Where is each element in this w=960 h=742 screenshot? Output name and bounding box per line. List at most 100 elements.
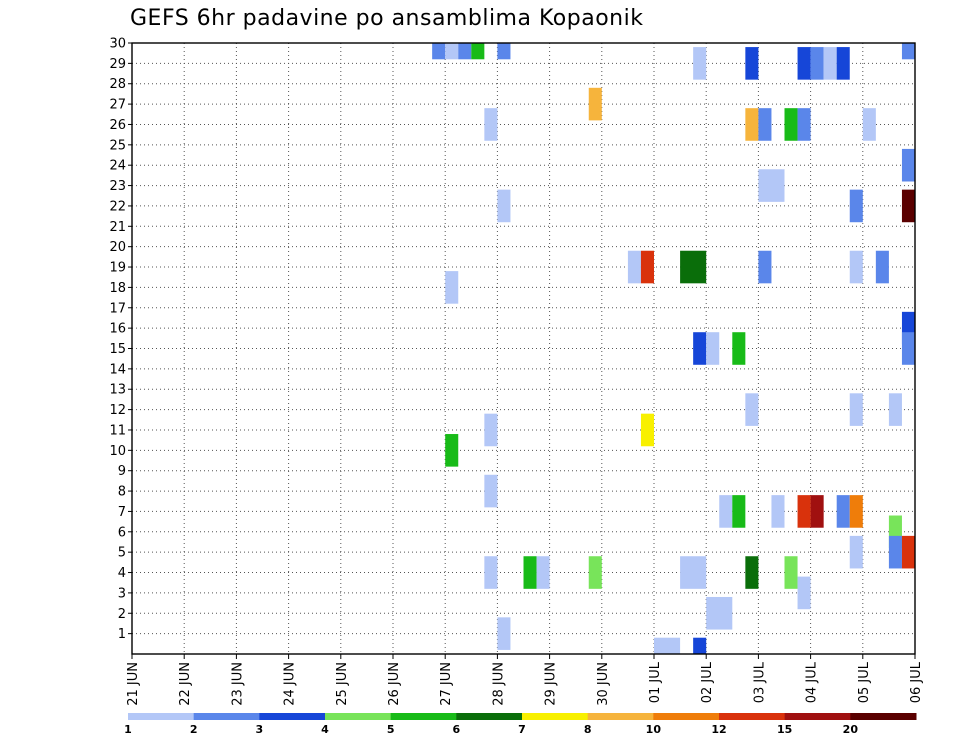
x-tick-label: 25 JUN xyxy=(335,662,350,706)
heatmap-cell xyxy=(536,556,550,589)
heatmap-cell xyxy=(758,250,772,284)
heatmap-cell xyxy=(627,250,641,284)
y-tick-label: 29 xyxy=(109,57,126,72)
heatmap-cell xyxy=(810,495,824,528)
heatmap-cell xyxy=(497,43,511,60)
colorbar-label: 3 xyxy=(256,723,264,736)
y-tick-label: 2 xyxy=(118,607,126,622)
heatmap-cell xyxy=(823,47,837,80)
heatmap-cell xyxy=(445,434,459,467)
heatmap-cell xyxy=(732,495,746,528)
y-tick-label: 8 xyxy=(118,485,126,500)
y-tick-label: 9 xyxy=(118,464,126,479)
heatmap-cell xyxy=(640,250,654,284)
heatmap-cell xyxy=(849,393,863,426)
heatmap-cell xyxy=(849,495,863,528)
heatmap-cell xyxy=(693,332,707,365)
heatmap-cell xyxy=(810,47,824,80)
colorbar-swatch xyxy=(850,713,917,720)
heatmap-cell xyxy=(888,535,902,569)
y-tick-label: 15 xyxy=(109,342,126,357)
colorbar-swatch xyxy=(259,713,326,720)
heatmap-cell xyxy=(523,556,537,589)
y-tick-label: 25 xyxy=(109,138,126,153)
heatmap-cell xyxy=(745,393,759,426)
heatmap-cell xyxy=(797,47,811,80)
heatmap-cell xyxy=(784,108,798,141)
chart-title: GEFS 6hr padavine po ansamblima Kopaonik xyxy=(130,6,644,31)
heatmap-cells xyxy=(432,43,915,654)
x-tick-label: 30 JUN xyxy=(596,662,611,706)
heatmap-cell xyxy=(706,332,720,365)
heatmap-cell xyxy=(901,148,915,182)
colorbar-label: 15 xyxy=(777,723,792,736)
y-tick-label: 23 xyxy=(109,179,126,194)
y-tick-label: 20 xyxy=(109,240,126,255)
heatmap-cell xyxy=(771,495,785,528)
heatmap-cell xyxy=(797,108,811,141)
x-tick-label: 02 JUL xyxy=(700,661,715,703)
x-tick-label: 06 JUL xyxy=(909,661,924,703)
heatmap-cell xyxy=(693,47,707,80)
heatmap-cell xyxy=(758,169,785,202)
colorbar-label: 7 xyxy=(518,723,526,736)
x-tick-label: 29 JUN xyxy=(544,662,559,706)
heatmap-cell xyxy=(901,189,915,223)
heatmap-cell xyxy=(849,250,863,284)
heatmap-cell xyxy=(849,189,863,223)
x-tick-label: 05 JUL xyxy=(857,661,872,703)
heatmap-cell xyxy=(745,47,759,80)
heatmap-cell xyxy=(758,108,772,141)
heatmap-cell xyxy=(719,495,733,528)
y-tick-label: 28 xyxy=(109,77,126,92)
heatmap-cell xyxy=(458,43,472,60)
heatmap-cell xyxy=(654,637,681,654)
colorbar-swatch xyxy=(719,713,786,720)
x-tick-label: 21 JUN xyxy=(126,662,141,706)
heatmap-cell xyxy=(745,108,759,141)
y-tick-label: 18 xyxy=(109,281,126,296)
y-tick-label: 12 xyxy=(109,403,126,418)
y-tick-label: 11 xyxy=(109,423,126,438)
y-tick-label: 13 xyxy=(109,383,126,398)
heatmap-cell xyxy=(484,474,498,508)
heatmap-cell xyxy=(836,495,850,528)
heatmap-cell xyxy=(445,271,459,304)
heatmap-cell xyxy=(745,556,759,589)
colorbar-swatch xyxy=(390,713,457,720)
heatmap-cell xyxy=(901,332,915,365)
x-axis: 21 JUN 22 JUN 23 JUN 24 JUN 25 JUN 26 JUN 27 J… xyxy=(126,654,924,706)
heatmap-cell xyxy=(706,596,733,630)
heatmap-cell xyxy=(497,189,511,223)
y-tick-label: 1 xyxy=(118,627,126,642)
y-tick-label: 19 xyxy=(109,261,126,276)
y-axis: 1234567891011121314151617181920212223242… xyxy=(109,37,132,642)
colorbar-label: 6 xyxy=(453,723,461,736)
y-tick-label: 14 xyxy=(109,362,126,377)
colorbar-label: 12 xyxy=(711,723,726,736)
colorbar-label: 10 xyxy=(646,723,662,736)
colorbar-label: 2 xyxy=(190,723,198,736)
colorbar-label: 5 xyxy=(387,723,395,736)
x-tick-label: 27 JUN xyxy=(439,662,454,706)
colorbar-label: 1 xyxy=(124,723,132,736)
y-tick-label: 4 xyxy=(118,566,126,581)
heatmap-cell xyxy=(784,556,798,589)
x-tick-label: 26 JUN xyxy=(387,662,402,706)
x-tick-label: 01 JUL xyxy=(648,661,663,703)
y-tick-label: 3 xyxy=(118,586,126,601)
heatmap-cell xyxy=(680,556,707,589)
heatmap-cell xyxy=(888,393,902,426)
colorbar: 1 2 3 4 5 6 7 8 10 12 15 20 xyxy=(124,713,917,736)
y-tick-label: 30 xyxy=(109,37,126,52)
x-tick-label: 03 JUL xyxy=(752,661,767,703)
y-tick-label: 21 xyxy=(109,220,126,235)
colorbar-swatch xyxy=(587,713,654,720)
heatmap-cell xyxy=(588,556,602,589)
y-tick-label: 17 xyxy=(109,301,126,316)
y-tick-label: 22 xyxy=(109,199,126,214)
x-tick-label: 04 JUL xyxy=(805,661,820,703)
heatmap-cell xyxy=(588,87,602,121)
colorbar-swatch xyxy=(193,713,260,720)
y-tick-label: 24 xyxy=(109,159,126,174)
